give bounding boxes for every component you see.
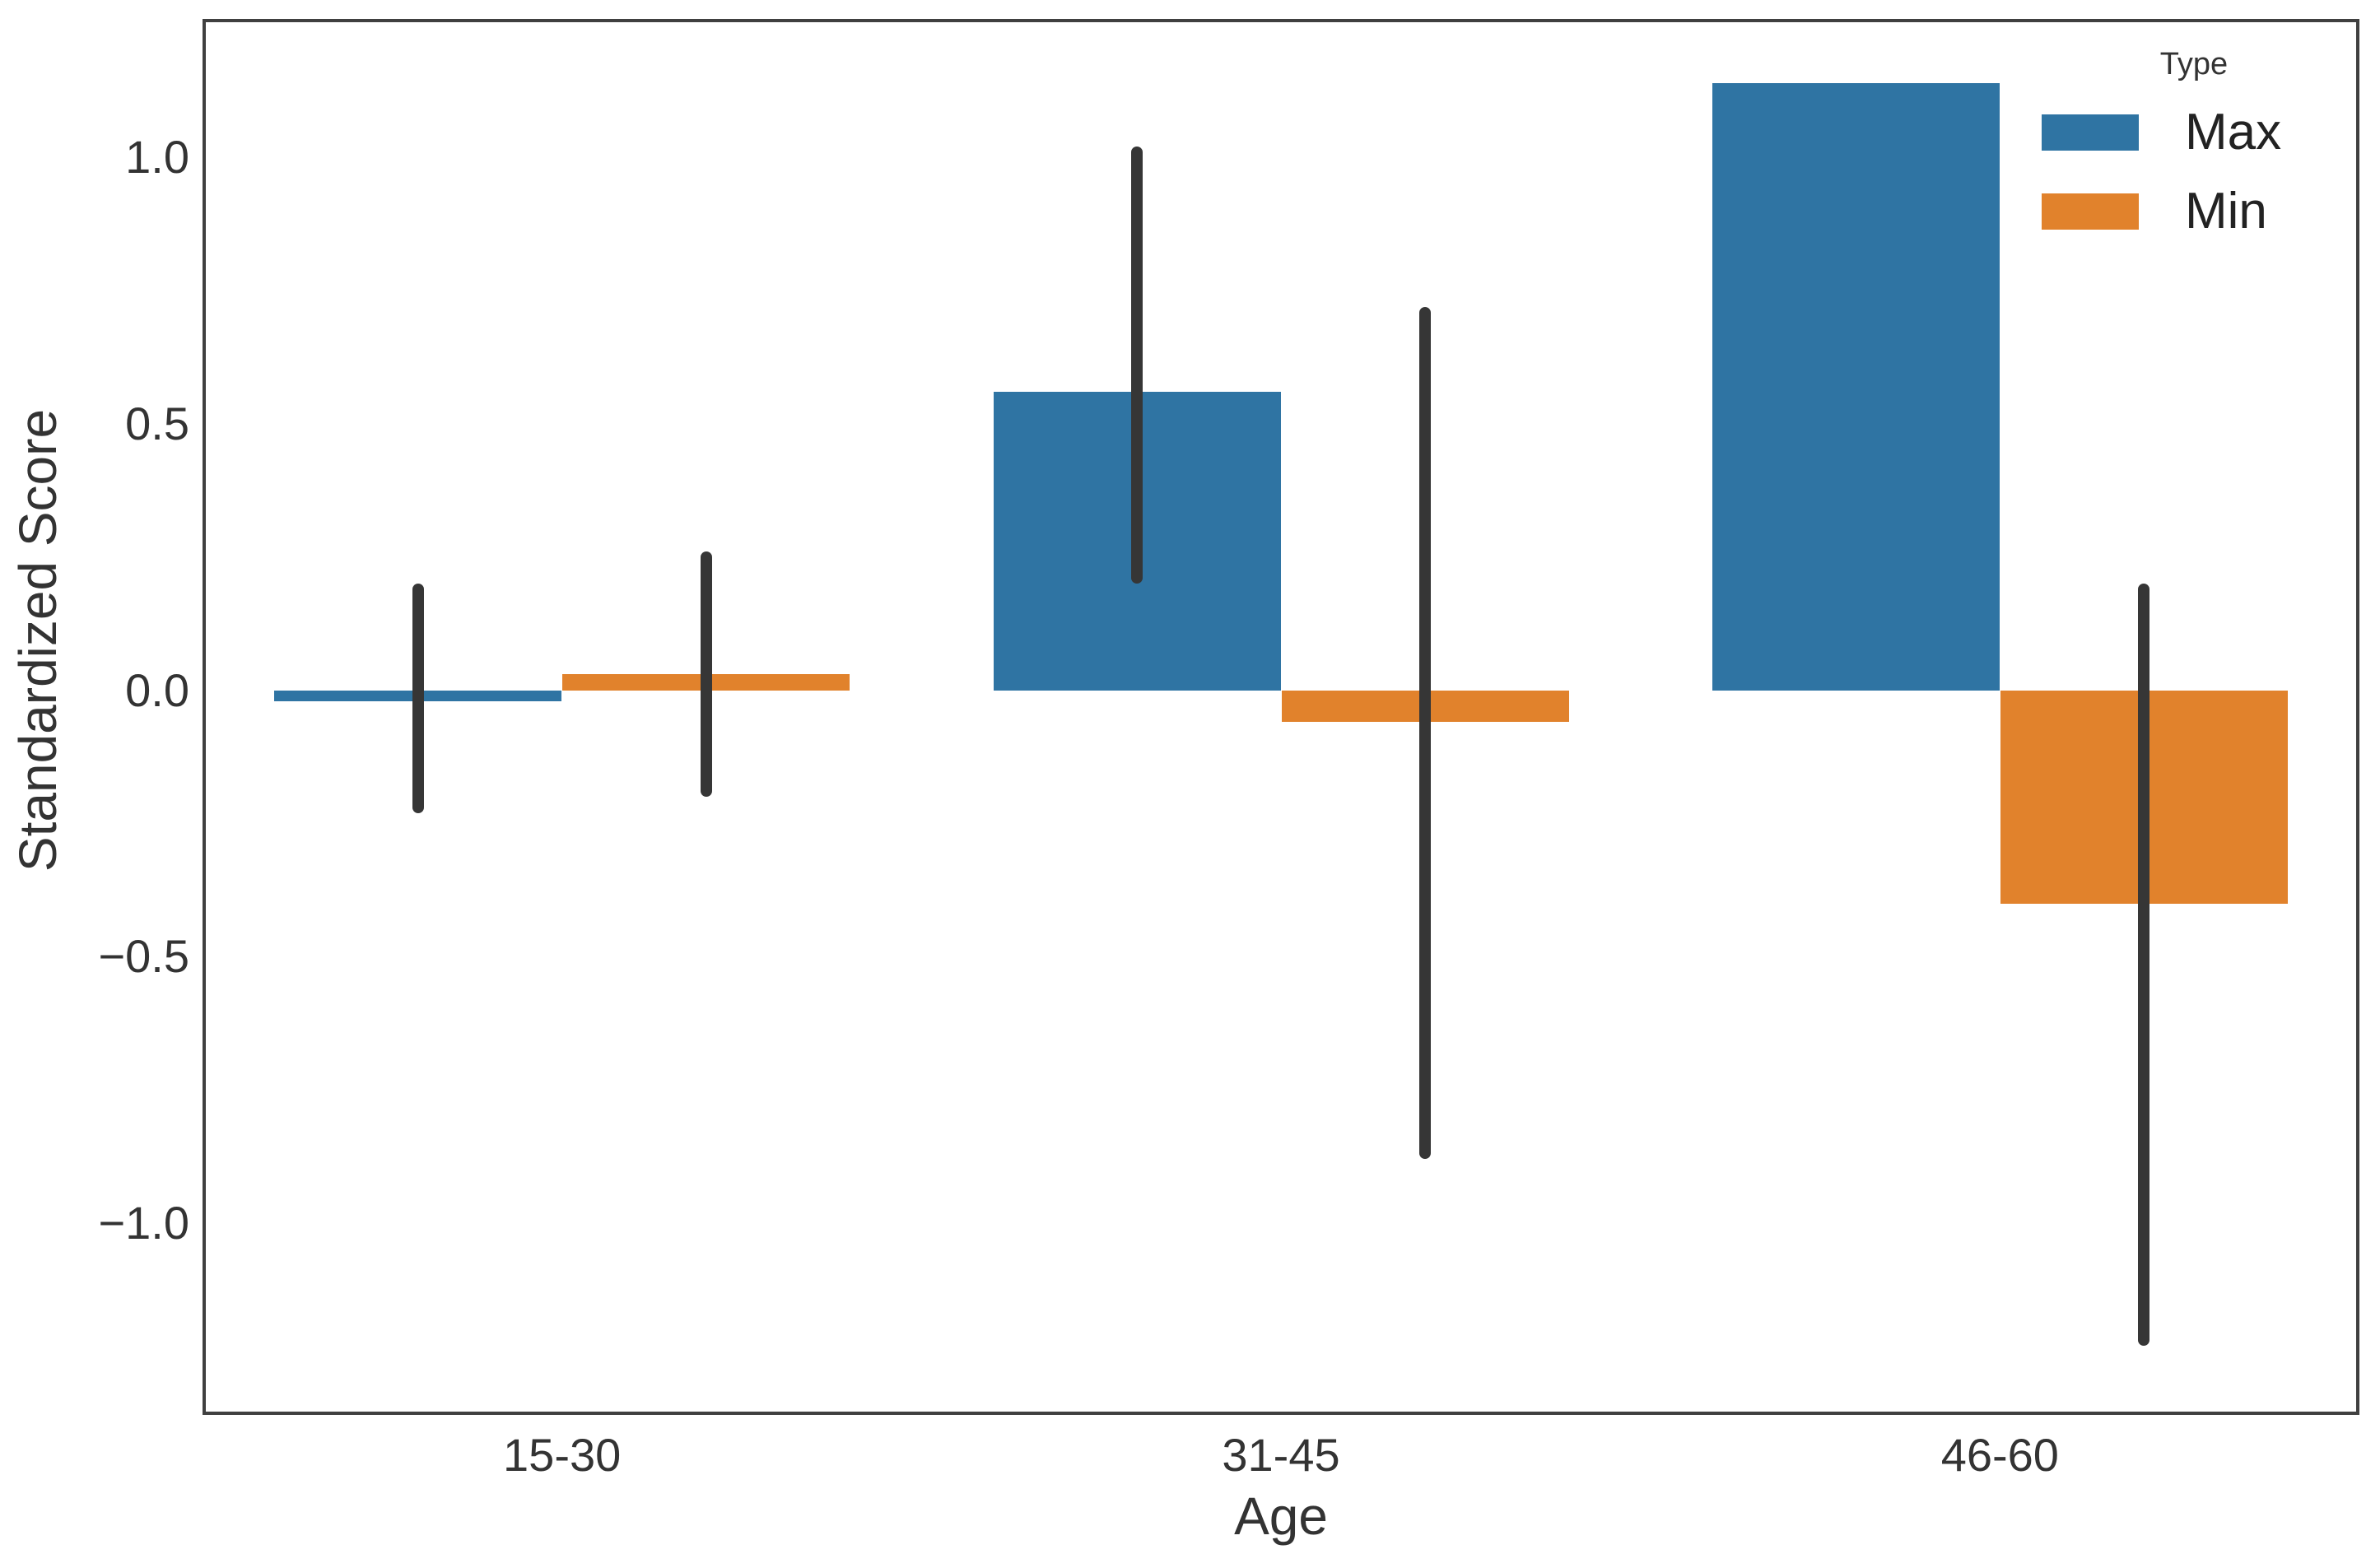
- legend-entry-max: Max: [2042, 104, 2346, 161]
- x-axis-label: Age: [1234, 1487, 1328, 1546]
- legend-label-min: Min: [2185, 182, 2267, 240]
- legend-swatch-max: [2042, 114, 2139, 151]
- legend-label-max: Max: [2185, 103, 2282, 161]
- y-tick-label-−0.5: −0.5: [98, 930, 189, 983]
- legend-entries: Max Min: [2042, 104, 2346, 240]
- y-tick-label-1.0: 1.0: [125, 131, 189, 184]
- x-tick-label-31-45: 31-45: [1222, 1429, 1340, 1481]
- x-tick-label-15-30: 15-30: [503, 1429, 622, 1481]
- legend: Type Max Min: [2042, 47, 2346, 240]
- plot-area: [203, 19, 2359, 1415]
- x-tick-label-46-60: 46-60: [1940, 1429, 2059, 1481]
- legend-swatch-min: [2042, 193, 2139, 230]
- y-tick-label-−1.0: −1.0: [98, 1196, 189, 1249]
- y-axis-label: Standardized Score: [8, 408, 68, 872]
- legend-entry-min: Min: [2042, 183, 2346, 240]
- legend-title: Type: [2159, 47, 2229, 81]
